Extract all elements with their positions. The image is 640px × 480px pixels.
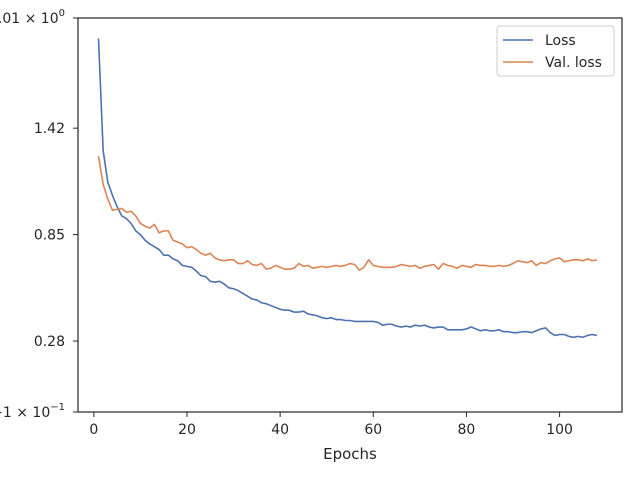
series-layer — [97, 38, 598, 339]
series-line-val-loss — [97, 156, 598, 271]
legend: Loss Val. loss — [496, 25, 615, 77]
y-tick-label: 1.42 — [34, 121, 65, 137]
legend-box — [496, 25, 615, 77]
x-tick-label: 80 — [458, 422, 476, 438]
axes-frame — [77, 17, 623, 413]
x-tick-label: 0 — [89, 422, 98, 438]
x-axis-title: Epochs — [323, 445, 377, 463]
y-tick-label: 2.01 × 100 — [0, 8, 65, 27]
y-tick-label: −1 × 10−1 — [0, 402, 65, 421]
x-tick-label: 60 — [364, 422, 382, 438]
series-line-loss — [97, 38, 598, 339]
y-tick-label: 0.28 — [34, 334, 65, 350]
y-axis-ticks: 2.01 × 100 1.42 0.85 0.28 −1 × 10−1 — [0, 8, 78, 421]
legend-label: Val. loss — [545, 55, 602, 71]
y-tick-label: 0.85 — [34, 228, 65, 244]
x-tick-label: 100 — [546, 422, 573, 438]
x-axis-ticks: 0 20 40 60 80 100 — [89, 412, 573, 438]
x-tick-label: 40 — [271, 422, 289, 438]
legend-label: Loss — [545, 33, 576, 49]
x-tick-label: 20 — [178, 422, 196, 438]
